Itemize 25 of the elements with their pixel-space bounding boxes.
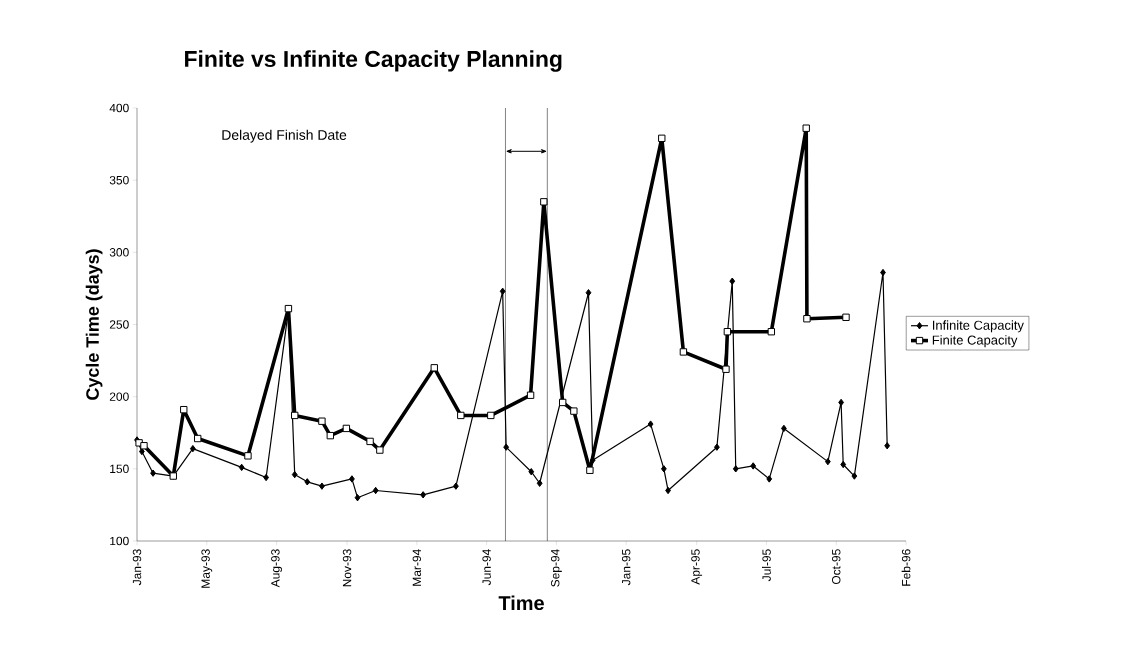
x-tick-label: Mar-94	[412, 549, 422, 586]
y-tick-label: 150	[110, 464, 129, 474]
x-tick-label: Jul-95	[762, 549, 771, 582]
y-tick-label: 300	[109, 248, 129, 257]
x-tick-label: Jan-93	[132, 549, 142, 586]
x-tick-label: May-93	[201, 549, 213, 588]
x-axis-title: Time	[498, 595, 544, 611]
y-axis-title: Cycle Time (days)	[85, 249, 103, 400]
x-tick-label: Apr-95	[691, 549, 703, 585]
x-tick-label: Jun-94	[482, 549, 491, 586]
x-tick-label: Oct-95	[832, 549, 841, 585]
y-tick-label: 400	[109, 103, 129, 113]
chart-title: Finite vs Infinite Capacity Planning	[185, 50, 562, 72]
x-tick-label: Nov-93	[342, 549, 352, 587]
y-tick-label: 100	[110, 536, 129, 546]
x-tick-label: Aug-93	[271, 549, 282, 588]
y-tick-label: 350	[109, 175, 129, 185]
y-tick-label: 200	[109, 392, 129, 401]
legend-label: Infinite Capacity	[932, 320, 1024, 333]
annotation: Delayed Finish Date	[222, 129, 347, 143]
legend-label: Finite Capacity	[932, 335, 1018, 348]
x-tick-label: Feb-96	[901, 549, 911, 586]
x-tick-label: Jan-95	[621, 549, 631, 586]
x-tick-label: Sep-94	[550, 549, 562, 587]
y-tick-label: 250	[109, 320, 129, 329]
